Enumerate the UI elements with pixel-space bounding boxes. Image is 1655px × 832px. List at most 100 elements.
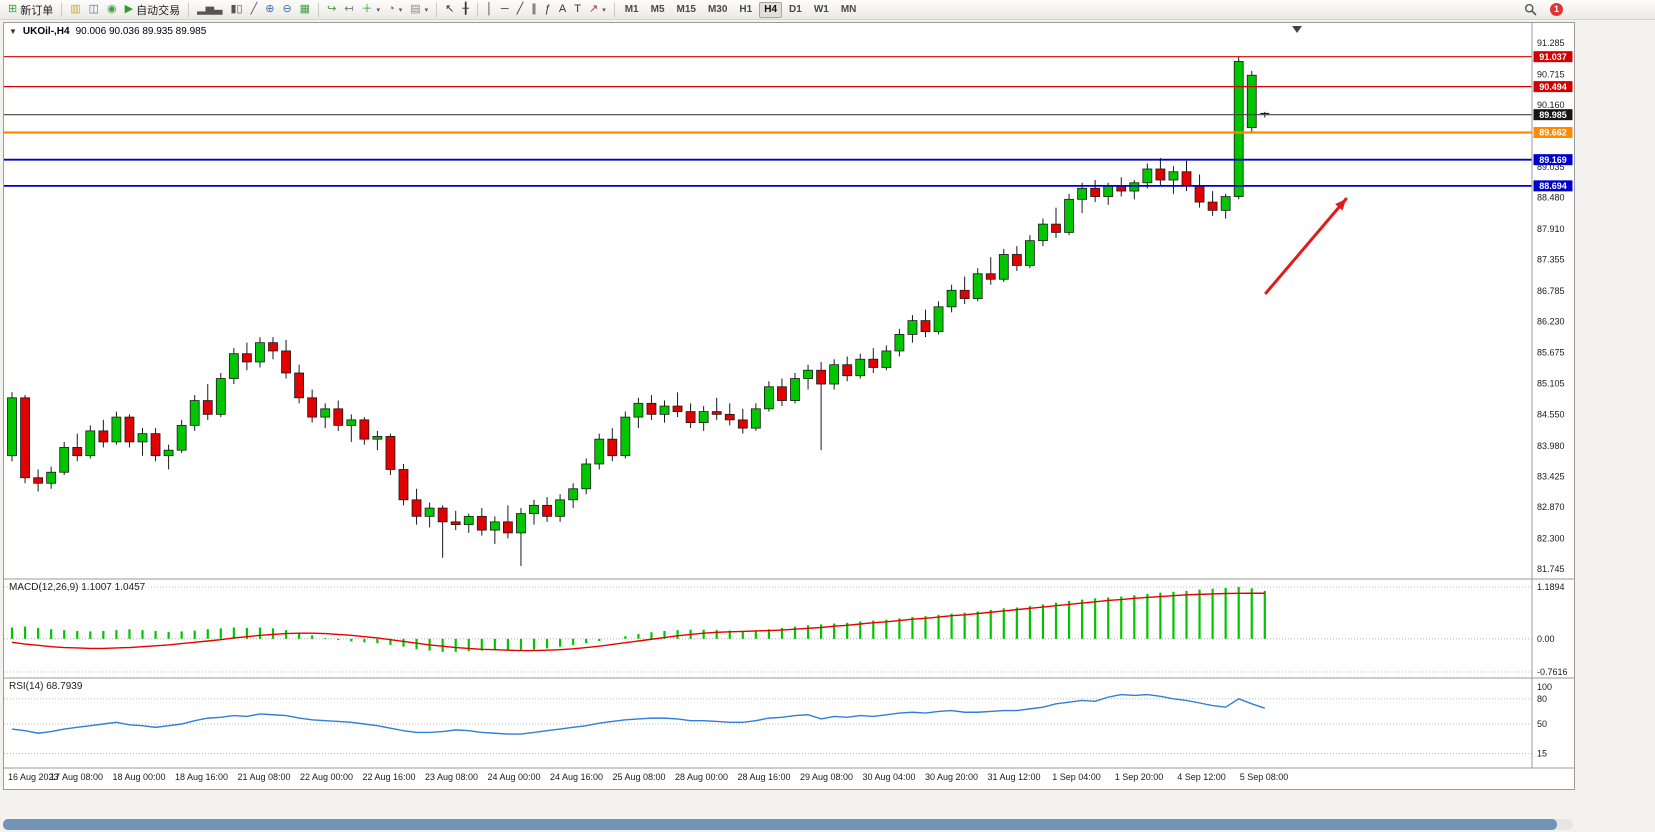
equidistant-channel-button[interactable]: ∥ (527, 1, 541, 18)
data-window-button[interactable]: ◫ (85, 1, 103, 18)
zoom-in-button[interactable]: ⊕ (261, 1, 278, 18)
trend-arrow-annotation[interactable] (1264, 197, 1348, 295)
text-button[interactable]: A (555, 1, 570, 18)
candle-bullish (137, 433, 148, 443)
periods-button[interactable]: ◔ ▾ (384, 1, 406, 18)
autotrading-button[interactable]: ▶ 自动交易 (121, 1, 184, 18)
candle-bearish (411, 499, 422, 517)
candle-bearish (1090, 187, 1101, 197)
candle-bearish (1181, 171, 1192, 186)
price-tick-label: 85.675 (1537, 347, 1565, 357)
price-tick-label: 83.980 (1537, 441, 1565, 451)
new-order-button[interactable]: ⊞ 新订单 (4, 1, 57, 18)
candle-bearish (281, 350, 291, 374)
timeframe-h1[interactable]: H1 (734, 2, 757, 18)
rsi-scale-label: 50 (1537, 719, 1547, 729)
time-axis-label: 21 Aug 08:00 (237, 772, 290, 782)
vertical-line-button[interactable]: │ (482, 1, 497, 18)
candle-bullish (1233, 61, 1244, 197)
zoom-in-icon: ⊕ (265, 3, 275, 15)
candle-bearish (98, 430, 109, 443)
text-label-icon: T (574, 3, 581, 15)
candle-bullish (790, 378, 800, 401)
candle-bearish (1011, 254, 1022, 266)
notification-badge[interactable]: 1 (1550, 3, 1563, 16)
candlestick-chart-button[interactable]: ▮▯ (227, 1, 247, 18)
arrows-tool-button[interactable]: ↗ ▾ (585, 1, 610, 18)
price-tick-label: 87.910 (1537, 224, 1565, 234)
candle-bullish (946, 289, 957, 308)
zoom-out-button[interactable]: ⊖ (278, 1, 295, 18)
toolbar-separator (188, 2, 190, 17)
tile-windows-button[interactable]: ▦ (296, 1, 314, 18)
timeframe-mn[interactable]: MN (836, 2, 862, 18)
bar-chart-icon: ▂▅▃ (197, 3, 223, 15)
timeframe-m5[interactable]: M5 (646, 2, 670, 18)
market-watch-button[interactable]: ▥ (66, 1, 84, 18)
candle-bullish (581, 463, 592, 490)
candle-bullish (1129, 182, 1140, 192)
bar-chart-button[interactable]: ▂▅▃ (193, 1, 226, 18)
candle-bullish (424, 507, 435, 517)
timeframe-h4[interactable]: H4 (759, 1, 783, 18)
candle-bullish (829, 364, 840, 385)
candle-bearish (398, 469, 409, 501)
cursor-button[interactable]: ↖ (441, 1, 458, 18)
time-axis-label: 28 Aug 16:00 (737, 772, 790, 782)
price-level-badge-text: 88.694 (1539, 181, 1567, 191)
candle-bullish (85, 430, 96, 457)
rsi-panel-label: RSI(14) 68.7939 (9, 681, 83, 692)
text-label-button[interactable]: T (570, 1, 585, 18)
horizontal-scrollbar[interactable] (3, 819, 1573, 830)
cursor-icon: ↖ (445, 3, 455, 15)
templates-button[interactable]: ▤ ▾ (406, 1, 432, 18)
timeframe-m15[interactable]: M15 (672, 2, 701, 18)
trendline-button[interactable]: ╱ (513, 1, 528, 18)
search-button[interactable] (1520, 1, 1541, 18)
timeframe-d1[interactable]: D1 (784, 2, 807, 18)
time-axis-label: 4 Sep 12:00 (1177, 772, 1226, 782)
chart-shift-marker-icon[interactable] (1292, 26, 1302, 33)
dropdown-caret-icon: ▾ (376, 6, 381, 14)
new-order-icon: ⊞ (8, 3, 18, 15)
time-axis-label: 18 Aug 00:00 (112, 772, 165, 782)
indicators-button[interactable]: ＋ ▾ (358, 1, 385, 18)
fibonacci-button[interactable]: ƒ (541, 1, 555, 18)
price-tick-label: 85.105 (1537, 379, 1565, 389)
trend-arrow-head[interactable] (1335, 199, 1346, 211)
rsi-scale-label: 15 (1537, 748, 1547, 758)
horizontal-line-button[interactable]: ─ (497, 1, 513, 18)
timeframe-w1[interactable]: W1 (809, 2, 834, 18)
rsi-scale-label: 100 (1537, 682, 1552, 692)
chart-dropdown-icon[interactable]: ▼ (9, 27, 17, 36)
candle-bullish (750, 408, 761, 429)
candle-bullish (1025, 240, 1035, 266)
candle-bullish (215, 378, 226, 415)
horizontal-line-icon: ─ (500, 3, 509, 15)
candle-bullish (516, 513, 526, 534)
timeframe-m1[interactable]: M1 (620, 2, 644, 18)
price-level-badge-text: 89.662 (1539, 128, 1567, 138)
line-chart-button[interactable]: ╱ (247, 1, 262, 18)
candle-bullish (698, 411, 709, 424)
candle-bullish (1142, 168, 1153, 184)
auto-scroll-button[interactable]: ↪ (323, 1, 340, 18)
horizontal-scrollbar-thumb[interactable] (3, 819, 1558, 830)
timeframe-m30[interactable]: M30 (703, 2, 732, 18)
time-axis-label: 5 Sep 08:00 (1240, 772, 1289, 782)
dropdown-caret-icon: ▾ (398, 6, 403, 14)
candle-bearish (359, 419, 370, 440)
candle-bearish (72, 447, 83, 457)
candle-bearish (33, 477, 44, 484)
candle-bullish (1064, 198, 1074, 233)
candle-bullish (372, 435, 383, 440)
price-tick-label: 83.425 (1537, 471, 1565, 481)
navigator-button[interactable]: ◉ (103, 1, 121, 18)
chart-canvas[interactable]: 91.285 90.715 90.160 89.035 88.480 87.910 87.3… (4, 23, 1574, 789)
crosshair-button[interactable]: ╂ (458, 1, 473, 18)
market-watch-icon: ▥ (70, 3, 81, 15)
chart-shift-button[interactable]: ↤ (340, 1, 357, 18)
vertical-line-icon: │ (485, 3, 493, 15)
price-level-badge-text: 89.169 (1539, 155, 1567, 165)
time-axis-label: 24 Aug 16:00 (550, 772, 603, 782)
